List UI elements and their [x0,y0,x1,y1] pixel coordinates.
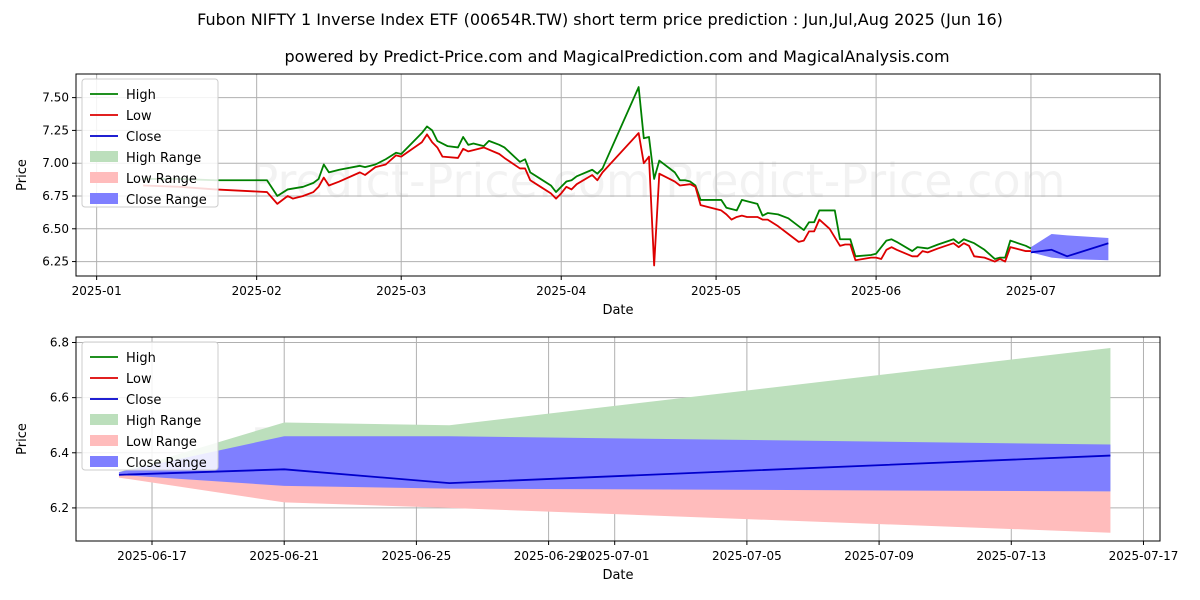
x-tick-label: 2025-04 [536,284,586,298]
top-chart-panel: Predict-Price.com Predict-Price.com2025-… [15,73,1161,318]
legend-swatch-close-range [90,193,118,204]
close-line [118,454,1111,485]
bottom-chart-panel: Predict-Price.com Predict-Price.com2025-… [15,336,1178,583]
chart-subtitle: powered by Predict-Price.com and Magical… [284,47,949,66]
legend-label-close: Close [126,130,161,145]
y-axis-label: Price [15,423,30,455]
x-tick-label: 2025-06-21 [249,549,319,563]
x-tick-label: 2025-06-29 [514,549,584,563]
legend-label-close-range: Close Range [126,193,207,208]
x-tick-label: 2025-07 [1006,284,1056,298]
x-tick-label: 2025-06-25 [382,549,452,563]
y-tick-label: 6.50 [42,222,69,236]
legend-label-low: Low [126,372,152,387]
x-tick-label: 2025-02 [232,284,282,298]
legend-label-low: Low [126,109,152,124]
y-tick-label: 7.50 [42,91,69,105]
x-tick-label: 2025-07-01 [580,549,650,563]
legend-label-high: High [126,88,156,103]
x-tick-label: 2025-06 [851,284,901,298]
x-tick-label: 2025-05 [691,284,741,298]
legend-swatch-close-range [90,456,118,467]
x-axis-label: Date [602,303,633,318]
y-tick-label: 6.6 [50,391,69,405]
x-tick-label: 2025-01 [72,284,122,298]
legend-label-close-range: Close Range [126,456,207,471]
legend-label-close: Close [126,393,161,408]
legend-label-low-range: Low Range [126,172,197,187]
legend-label-high-range: High Range [126,151,201,166]
y-tick-label: 6.75 [42,189,69,203]
close-range-band [118,436,1111,492]
legend-swatch-low-range [90,435,118,446]
legend-swatch-high-range [90,414,118,425]
legend-swatch-high-range [90,151,118,162]
x-tick-label: 2025-07-13 [976,549,1046,563]
x-tick-label: 2025-03 [376,284,426,298]
x-tick-label: 2025-07-17 [1109,549,1179,563]
y-tick-label: 7.00 [42,156,69,170]
low-line [143,132,1031,267]
plot-frame [75,73,1161,277]
y-axis-label: Price [15,159,30,191]
x-tick-label: 2025-07-05 [712,549,782,563]
legend-swatch-low-range [90,172,118,183]
high-line [143,86,1032,260]
plot-frame [75,336,1161,542]
y-tick-label: 6.8 [50,336,69,350]
legend-label-high: High [126,351,156,366]
x-tick-label: 2025-06-17 [117,549,187,563]
y-tick-label: 6.25 [42,255,69,269]
chart-title: Fubon NIFTY 1 Inverse Index ETF (00654R.… [197,10,1003,29]
close-range-band [1030,234,1109,261]
y-tick-label: 6.4 [50,446,69,460]
legend-label-low-range: Low Range [126,435,197,450]
legend-label-high-range: High Range [126,414,201,429]
x-axis-label: Date [602,568,633,583]
y-tick-label: 6.2 [50,501,69,515]
close-line [1030,242,1109,258]
y-tick-label: 7.25 [42,123,69,137]
x-tick-label: 2025-07-09 [844,549,914,563]
low-range-band [118,474,1111,533]
